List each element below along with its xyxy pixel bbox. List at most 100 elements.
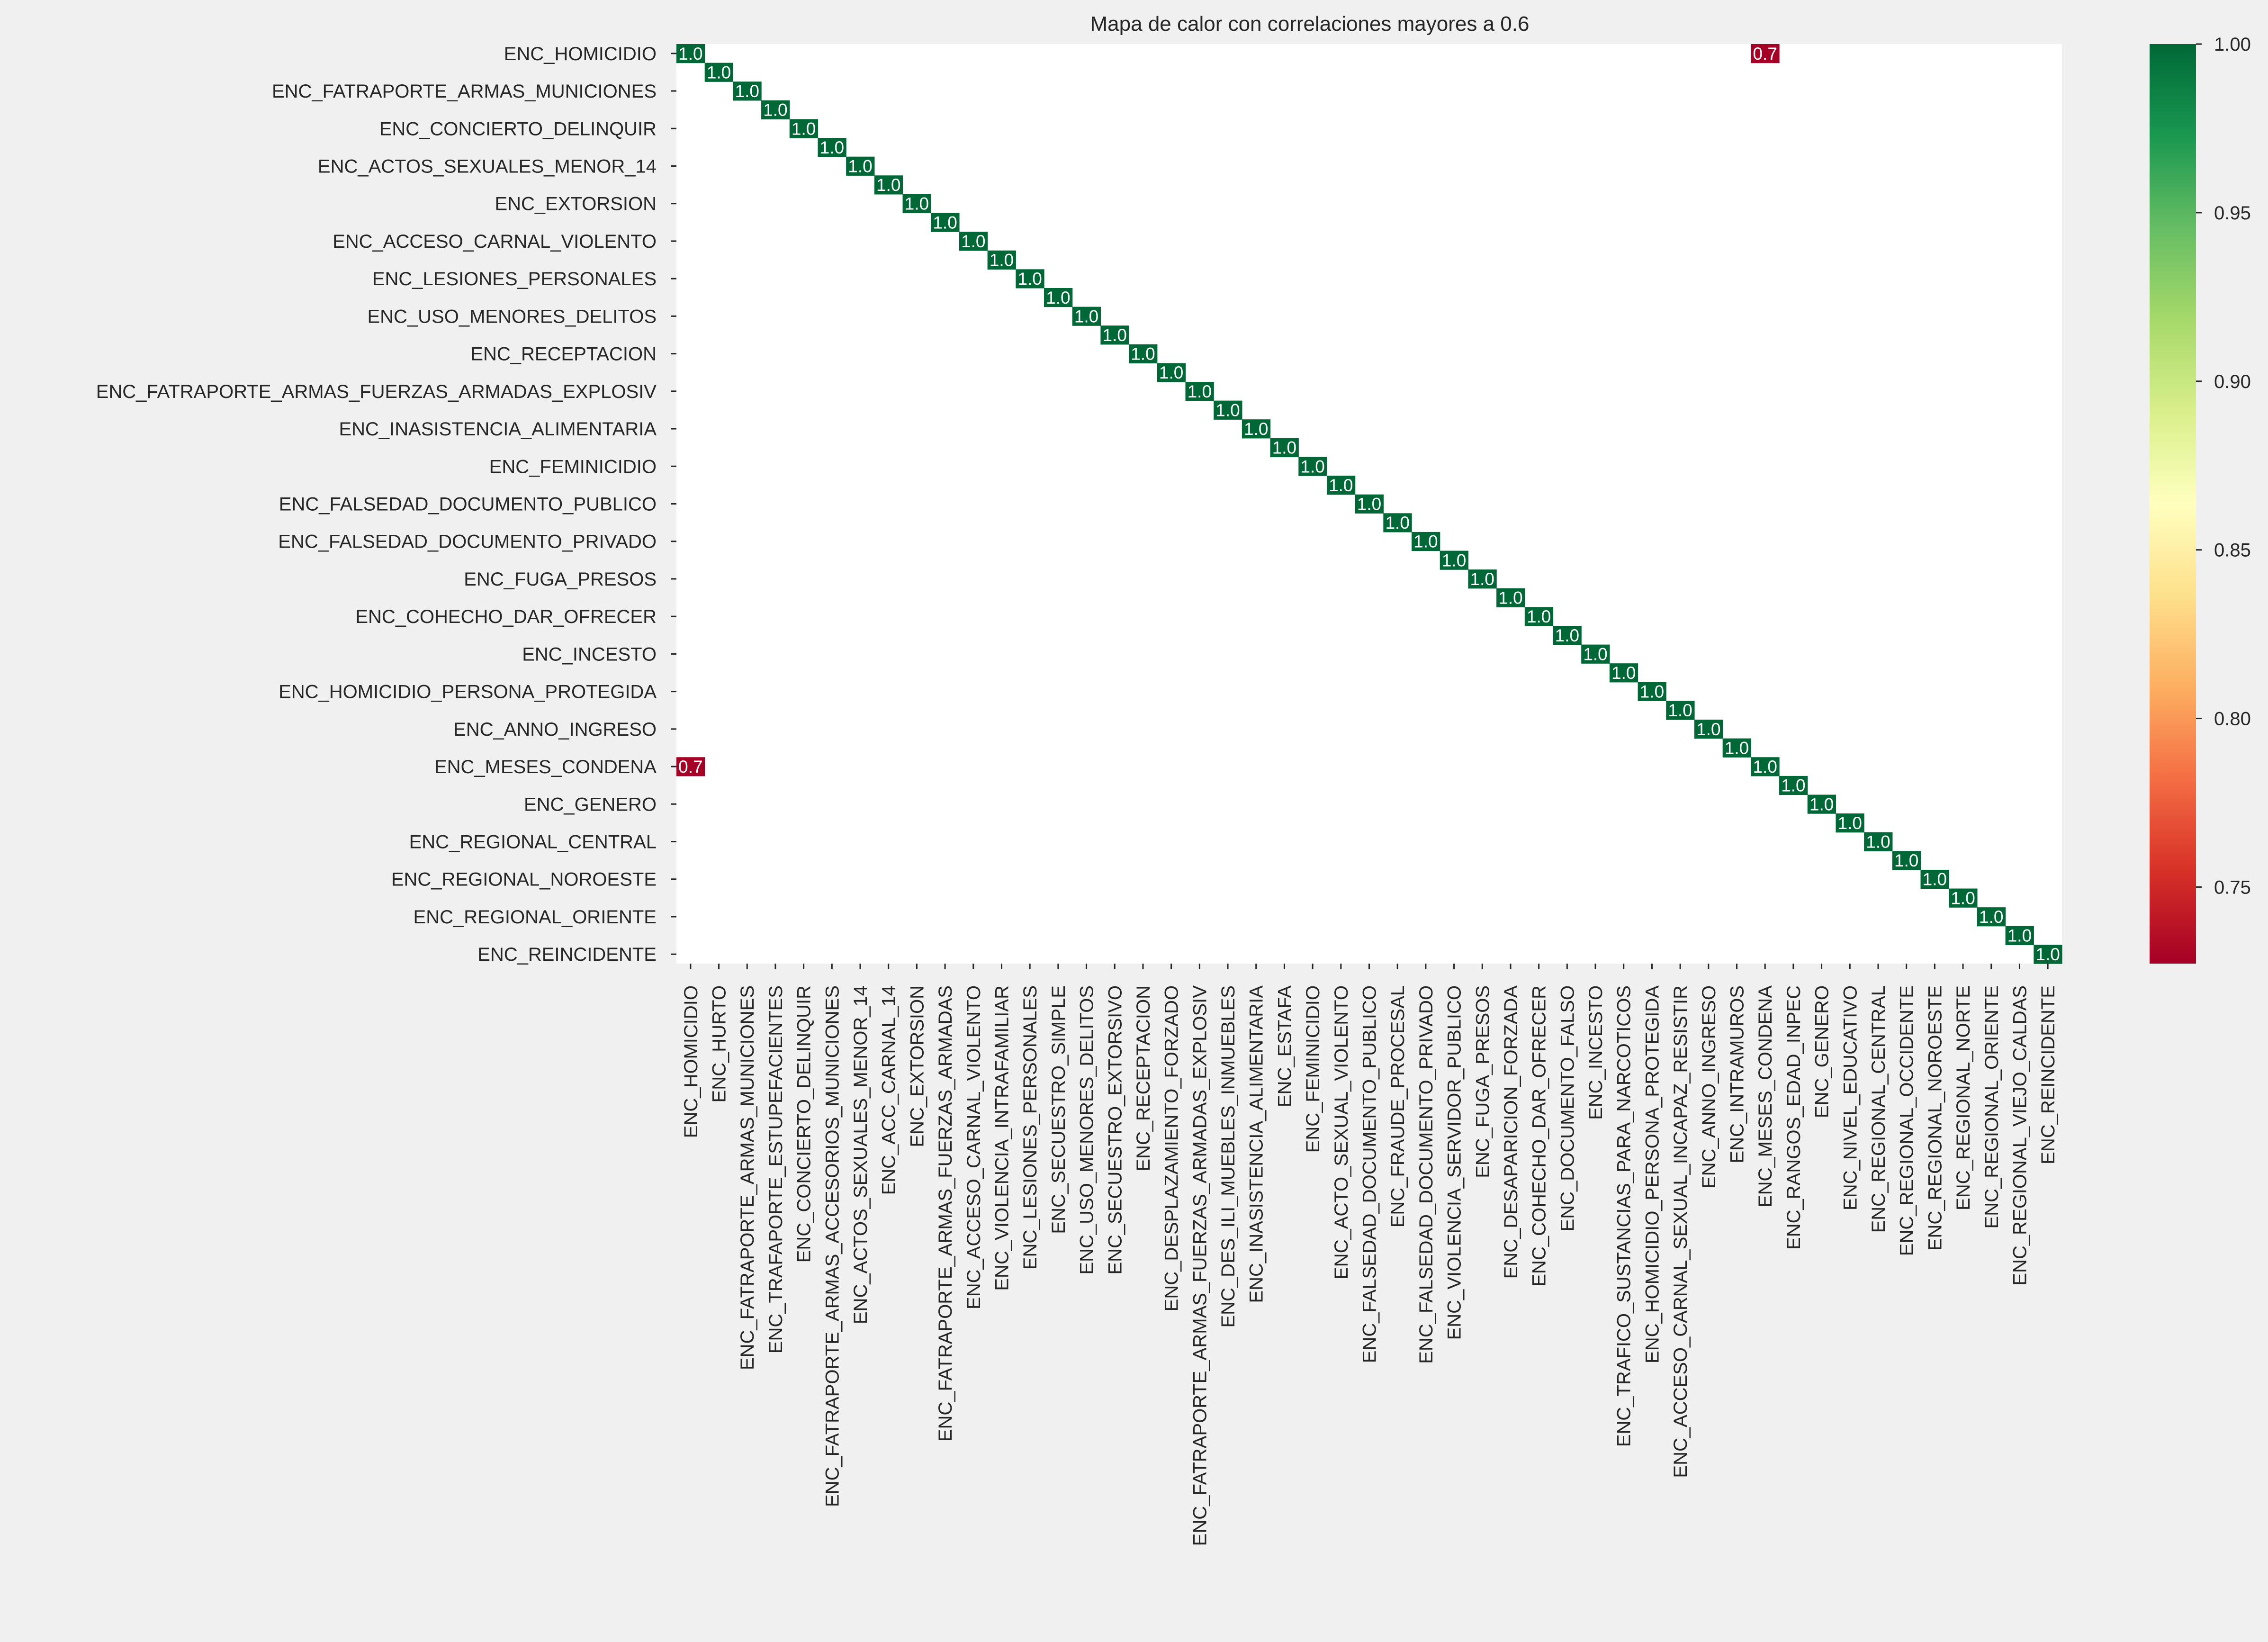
heatmap-cell bbox=[846, 156, 875, 176]
x-tick-label: ENC_HURTO bbox=[709, 985, 730, 1102]
cell-value-label: 1.0 bbox=[707, 63, 731, 82]
y-tick-label: ENC_CONCIERTO_DELINQUIR bbox=[379, 118, 657, 139]
cell-value-label: 1.0 bbox=[1923, 870, 1947, 889]
y-tick-label: ENC_REGIONAL_ORIENTE bbox=[414, 907, 657, 928]
cell-value-label: 0.7 bbox=[1753, 44, 1777, 63]
x-tick-label: ENC_FATRAPORTE_ARMAS_ACCESORIOS_MUNICION… bbox=[822, 985, 843, 1507]
y-axis: ENC_HOMICIDIO ENC_FATRAPORTE_ARMAS_MUNICI… bbox=[96, 44, 676, 965]
x-tick-label: ENC_HOMICIDIO bbox=[681, 985, 702, 1138]
cell-value-label: 1.0 bbox=[1159, 363, 1183, 382]
cell-value-label: 1.0 bbox=[1442, 550, 1466, 570]
heatmap-cell bbox=[931, 213, 960, 232]
heatmap-cell bbox=[1864, 832, 1893, 851]
x-tick-label: ENC_ANNO_INGRESO bbox=[1699, 985, 1719, 1189]
heatmap-cell bbox=[1355, 494, 1384, 514]
heatmap-cell bbox=[1949, 888, 1978, 908]
colorbar-tick-label: 0.90 bbox=[2214, 371, 2251, 392]
x-tick-label: ENC_ACCESO_CARNAL_SEXUAL_INCAPAZ_RESISTI… bbox=[1670, 985, 1691, 1478]
y-tick-label: ENC_USO_MENORES_DELITOS bbox=[367, 306, 657, 327]
cell-value-label: 1.0 bbox=[933, 213, 957, 232]
y-tick-label: ENC_FUGA_PRESOS bbox=[464, 569, 657, 590]
y-tick-label: ENC_MESES_CONDENA bbox=[434, 757, 657, 777]
cell-value-label: 1.0 bbox=[2035, 945, 2060, 964]
x-tick-label: ENC_DESAPARICION_FORZADA bbox=[1501, 985, 1521, 1279]
heatmap-cell bbox=[1298, 457, 1327, 476]
cell-value-label: 1.0 bbox=[1385, 513, 1409, 532]
x-tick-label: ENC_SECUESTRO_SIMPLE bbox=[1048, 985, 1069, 1234]
cell-value-label: 1.0 bbox=[1668, 701, 1692, 720]
heatmap-cell bbox=[902, 194, 931, 214]
heatmap-cell bbox=[1157, 363, 1186, 382]
heatmap-cell bbox=[2034, 945, 2062, 964]
y-tick-label: ENC_FALSEDAD_DOCUMENTO_PUBLICO bbox=[279, 494, 657, 515]
y-tick-label: ENC_ACCESO_CARNAL_VIOLENTO bbox=[333, 231, 657, 252]
heatmap-cell bbox=[1242, 419, 1271, 439]
heatmap-cell bbox=[1129, 344, 1158, 364]
cell-value-label: 1.0 bbox=[1640, 682, 1664, 702]
x-tick-label: ENC_ACC_CARNAL_14 bbox=[879, 985, 900, 1195]
x-tick-label: ENC_NIVEL_EDUCATIVO bbox=[1840, 985, 1861, 1210]
heatmap-cell bbox=[1666, 701, 1695, 720]
x-tick-label: ENC_FRAUDE_PROCESAL bbox=[1387, 985, 1408, 1227]
heatmap-cell bbox=[1892, 851, 1921, 870]
y-tick-label: ENC_RECEPTACION bbox=[470, 344, 657, 365]
x-tick-label: ENC_ACCESO_CARNAL_VIOLENTO bbox=[963, 985, 984, 1309]
cell-value-label: 1.0 bbox=[1583, 644, 1607, 664]
cell-value-label: 1.0 bbox=[1498, 588, 1522, 608]
x-tick-label: ENC_TRAFICO_SUSTANCIAS_PARA_NARCOTICOS bbox=[1614, 985, 1635, 1447]
x-tick-label: ENC_FATRAPORTE_ARMAS_MUNICIONES bbox=[737, 985, 758, 1370]
heatmap-cell bbox=[959, 232, 988, 251]
heatmap-cell bbox=[1440, 550, 1469, 570]
heatmap-cell bbox=[1496, 588, 1525, 607]
heatmap-cell bbox=[1722, 738, 1751, 758]
cell-value-label: 1.0 bbox=[1894, 851, 1918, 870]
y-tick-label: ENC_GENERO bbox=[524, 794, 657, 815]
x-tick-label: ENC_HOMICIDIO_PERSONA_PROTEGIDA bbox=[1642, 985, 1663, 1363]
cell-value-label: 1.0 bbox=[1131, 344, 1155, 364]
y-tick-label: ENC_REGIONAL_CENTRAL bbox=[409, 832, 657, 853]
x-tick-label: ENC_FATRAPORTE_ARMAS_FUERZAS_ARMADAS bbox=[935, 985, 956, 1442]
cell-value-label: 1.0 bbox=[1838, 813, 1862, 833]
heatmap-cell bbox=[733, 81, 762, 101]
heatmap-cell bbox=[2005, 926, 2034, 945]
y-tick-label: ENC_REGIONAL_NOROESTE bbox=[391, 869, 657, 890]
cell-value-label: 1.0 bbox=[905, 194, 929, 214]
cell-value-label: 1.0 bbox=[1470, 569, 1494, 589]
cell-value-label: 1.0 bbox=[961, 232, 985, 251]
heatmap-cell bbox=[818, 138, 846, 157]
heatmap-cell bbox=[1100, 325, 1129, 345]
heatmap-cell bbox=[1779, 776, 1808, 795]
heatmap-cell bbox=[1920, 869, 1949, 889]
cell-value-label: 1.0 bbox=[1866, 832, 1890, 852]
cell-value-label: 1.0 bbox=[1413, 532, 1438, 551]
x-tick-label: ENC_FATRAPORTE_ARMAS_FUERZAS_ARMADAS_EXP… bbox=[1189, 985, 1210, 1546]
x-tick-label: ENC_RECEPTACION bbox=[1133, 985, 1154, 1172]
cell-value-label: 1.0 bbox=[1809, 794, 1834, 814]
cell-value-label: 1.0 bbox=[820, 138, 844, 157]
heatmap-cell bbox=[1524, 607, 1554, 626]
colorbar-gradient bbox=[2150, 44, 2196, 964]
heatmap-cell bbox=[1468, 569, 1497, 589]
x-tick-label: ENC_FUGA_PRESOS bbox=[1472, 985, 1493, 1178]
cell-value-label: 1.0 bbox=[792, 119, 816, 138]
x-tick-label: ENC_VIOLENCIA_INTRAFAMILIAR bbox=[991, 985, 1012, 1291]
cell-value-label: 1.0 bbox=[1611, 663, 1636, 683]
colorbar: 0.75 0.80 0.85 0.90 0.95 1.00 bbox=[2150, 34, 2251, 964]
heatmap-cell bbox=[1553, 625, 1582, 645]
x-tick-label: ENC_REINCIDENTE bbox=[2038, 985, 2059, 1164]
cell-value-label: 1.0 bbox=[1527, 607, 1551, 626]
x-tick-label: ENC_TRAFAPORTE_ESTUPEFACIENTES bbox=[765, 985, 786, 1353]
x-tick-label: ENC_ACTO_SEXUAL_VIOLENTO bbox=[1331, 985, 1352, 1280]
cell-value-label: 1.0 bbox=[1017, 269, 1042, 289]
x-tick-label: ENC_USO_MENORES_DELITOS bbox=[1077, 985, 1098, 1275]
chart-title: Mapa de calor con correlaciones mayores … bbox=[1090, 12, 1530, 36]
cell-value-label: 1.0 bbox=[1300, 457, 1324, 476]
y-tick-label: ENC_ACTOS_SEXUALES_MENOR_14 bbox=[318, 156, 657, 177]
heatmap-cell bbox=[1016, 269, 1044, 289]
heatmap-cell bbox=[1836, 813, 1864, 833]
x-tick-label: ENC_REGIONAL_CENTRAL bbox=[1868, 985, 1889, 1233]
x-tick-label: ENC_COHECHO_DAR_OFRECER bbox=[1529, 985, 1550, 1287]
x-tick-label: ENC_REGIONAL_VIEJO_CALDAS bbox=[2009, 985, 2030, 1286]
y-tick-label: ENC_EXTORSION bbox=[495, 194, 657, 215]
cell-value-label: 1.0 bbox=[1272, 438, 1296, 458]
